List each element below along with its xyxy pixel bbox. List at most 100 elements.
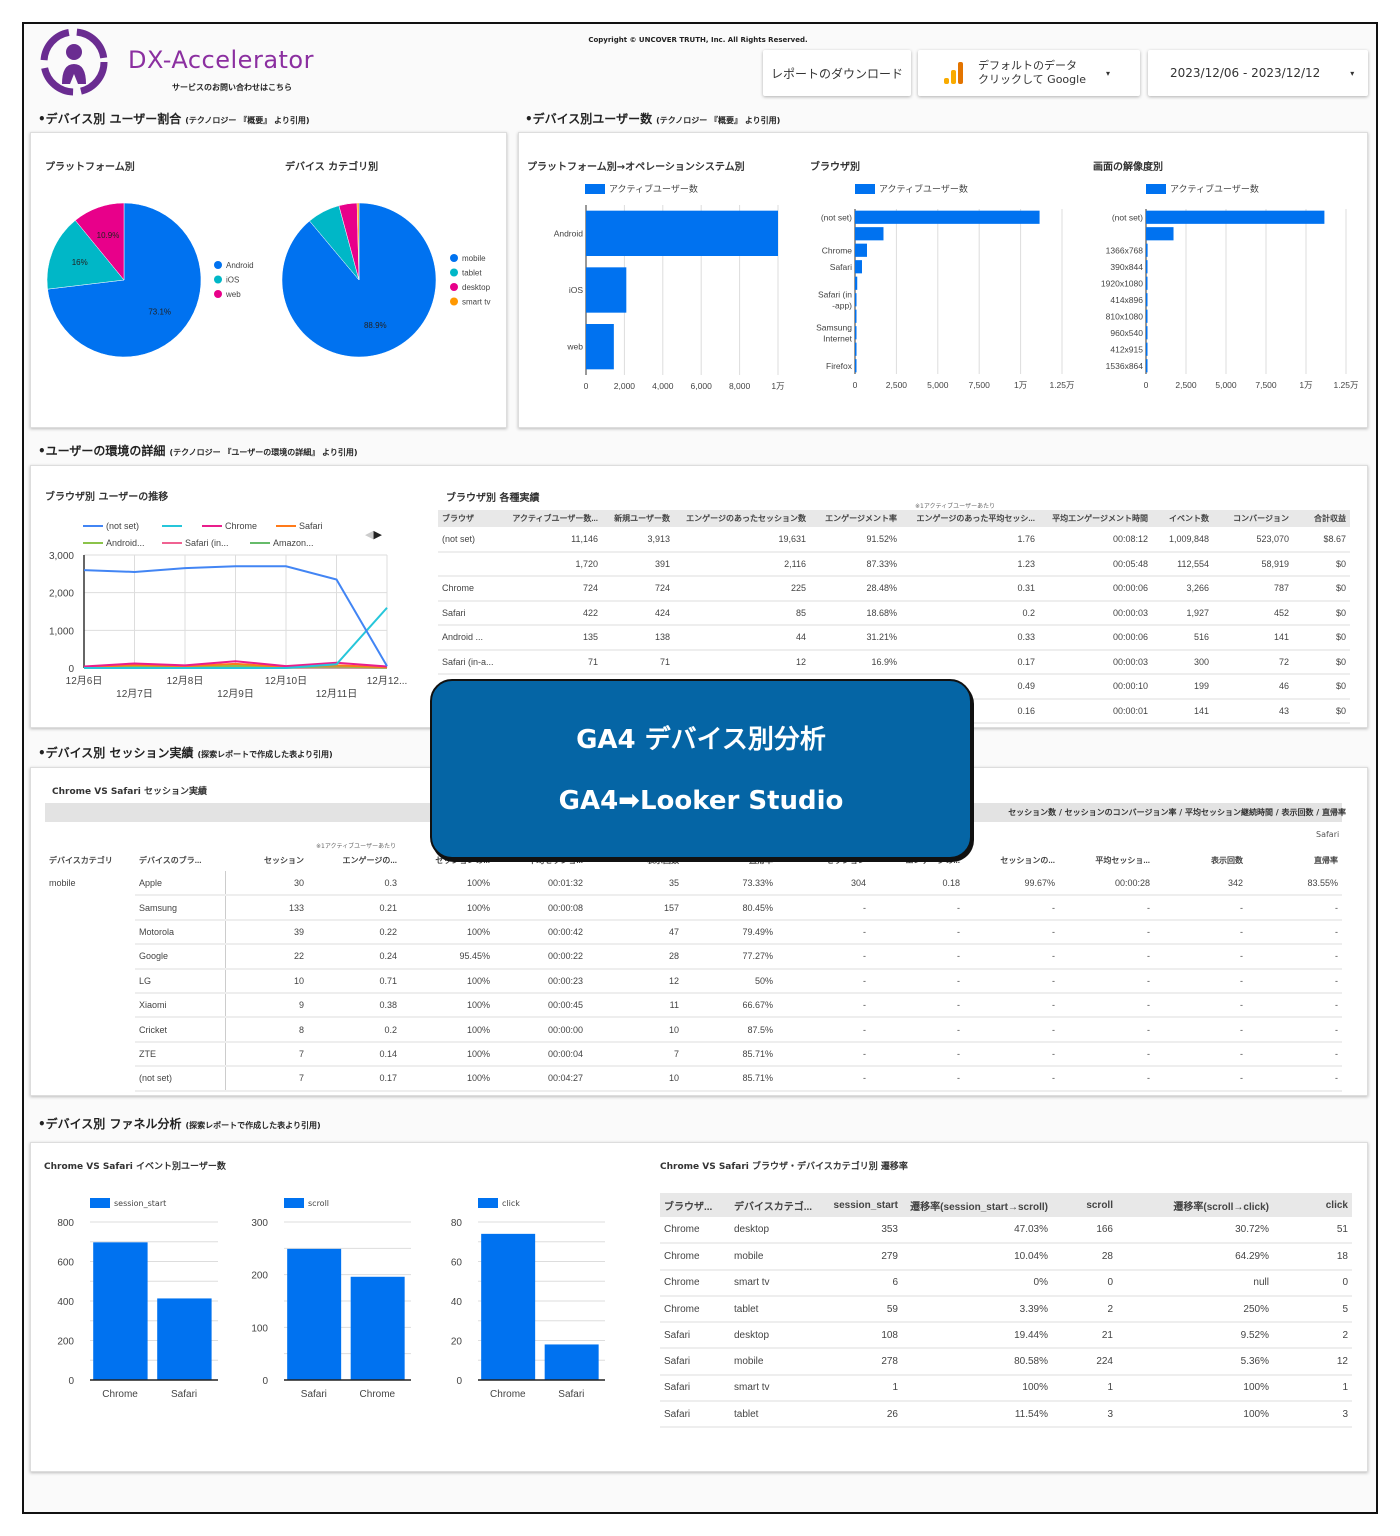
y-tick-label: 80: [451, 1218, 463, 1229]
table-row: Android ... 135 138 44 31.21% 0.33 00:00:06 516…: [438, 625, 1350, 651]
category-label: Safari: [830, 262, 852, 272]
column-header[interactable]: 平均セッショ...: [1095, 856, 1150, 865]
column-header[interactable]: click: [1325, 1199, 1348, 1211]
table-cell: 5.36%: [1117, 1348, 1273, 1376]
column-header[interactable]: セッション: [826, 856, 866, 865]
table-cell: 00:00:03: [1039, 600, 1152, 626]
next-page-icon[interactable]: ▶: [373, 528, 382, 541]
y-tick-label: 800: [57, 1218, 74, 1229]
column-header[interactable]: エンゲージの...: [342, 856, 397, 865]
category-label: Safari: [301, 1389, 327, 1400]
table-row: LG 10 0.71 100% 00:00:23 12 50% - - - - - -: [45, 968, 1342, 994]
column-header[interactable]: エンゲージのあったセッション数: [686, 514, 806, 523]
table-cell: 3,266: [1152, 576, 1213, 602]
date-range-picker[interactable]: 2023/12/06 - 2023/12/12 ▾: [1148, 50, 1368, 96]
table-cell: 28.48%: [810, 576, 901, 602]
table-cell: 0.2: [901, 600, 1039, 626]
table-cell: 12: [1273, 1348, 1352, 1376]
legend-label: desktop: [462, 283, 491, 292]
table-cell: -: [1154, 944, 1247, 970]
table-row: mobile Apple 30 0.3 100% 00:01:32 35 73.33% 304 0…: [45, 871, 1342, 897]
column-header[interactable]: 新規ユーザー数: [614, 514, 670, 523]
x-tick-label: 12月9日: [217, 688, 254, 700]
legend-label: web: [225, 290, 241, 299]
column-header[interactable]: ブラウザ: [442, 514, 474, 523]
column-header[interactable]: セッション: [264, 856, 304, 865]
column-header[interactable]: scroll: [1086, 1199, 1113, 1211]
column-header[interactable]: 直帰率: [749, 856, 773, 865]
tick-label: 8,000: [729, 381, 751, 391]
column-header[interactable]: エンゲージの...: [905, 856, 960, 865]
legend-pager[interactable]: ◀▶: [365, 528, 382, 541]
table-cell: 71: [500, 649, 602, 675]
table-cell: 10: [587, 1066, 683, 1092]
column-header[interactable]: 平均セッショ...: [528, 856, 583, 865]
column-header[interactable]: 平均エンゲージメント時間: [1052, 514, 1148, 523]
column-header[interactable]: セッションの...: [1000, 856, 1055, 865]
column-header[interactable]: デバイスカテゴリ: [49, 856, 113, 865]
column-header[interactable]: イベント数: [1169, 514, 1209, 523]
table-cell: 87.5%: [683, 1017, 777, 1043]
contact-link[interactable]: サービスのお問い合わせはこちら: [172, 83, 292, 92]
prev-page-icon[interactable]: ◀: [365, 528, 374, 541]
y-tick-label: 40: [451, 1297, 463, 1308]
column-header[interactable]: セッションの...: [435, 856, 490, 865]
column-header[interactable]: コンバージョン: [1233, 514, 1289, 523]
table-cell: 28: [1052, 1243, 1117, 1271]
category-label: (not set): [821, 212, 852, 222]
table-cell: -: [1154, 1041, 1247, 1068]
table-row: Chrome smart tv 6 0% 0 null 0: [660, 1269, 1352, 1297]
date-range: 2023/12/06 - 2023/12/12: [1170, 66, 1321, 80]
category-label: Safari (in: [818, 289, 852, 299]
download-report-button[interactable]: レポートのダウンロード: [763, 50, 911, 96]
y-tick-label: 300: [251, 1218, 268, 1229]
column-header[interactable]: デバイスカテゴ...: [734, 1201, 813, 1213]
table-cell: -: [777, 895, 870, 921]
table-cell: [45, 1066, 135, 1090]
column-header[interactable]: ブラウザ...: [664, 1201, 713, 1213]
table-cell: [45, 944, 135, 968]
table-cell: 0%: [902, 1269, 1052, 1297]
column-header[interactable]: 表示回数: [1211, 856, 1243, 865]
table-cell: 0: [1052, 1269, 1117, 1297]
category-label: Chrome: [360, 1389, 396, 1400]
column-header[interactable]: 遷移率(scroll→click): [1173, 1201, 1269, 1213]
x-tick-label: 12月7日: [116, 688, 153, 700]
category-label: Safari: [558, 1389, 584, 1400]
category-label: 1536x864: [1106, 361, 1144, 371]
bar: [157, 1298, 212, 1380]
table-cell: -: [1247, 1066, 1342, 1092]
table-cell: [45, 993, 135, 1017]
bar: [855, 210, 1040, 224]
chart-title: プラットフォーム別→オペレーションシステム別: [527, 162, 745, 173]
y-tick-label: 0: [456, 1376, 462, 1387]
brand-name: DX-Accelerator: [128, 46, 314, 74]
table-cell: -: [777, 992, 870, 1019]
bar: [855, 326, 857, 340]
table-cell: -: [1154, 1066, 1247, 1092]
table-cell: -: [1247, 944, 1342, 970]
legend-label: Safari (in...: [185, 538, 229, 548]
table-cell: 18: [1273, 1243, 1352, 1271]
column-header[interactable]: session_start: [833, 1199, 898, 1211]
table-cell: -: [1154, 992, 1247, 1019]
data-source-selector[interactable]: デフォルトのデータ クリックして Google ▾: [918, 50, 1140, 96]
column-header[interactable]: エンゲージのあった平均セッシ...: [916, 514, 1035, 523]
column-header[interactable]: 直帰率: [1314, 856, 1338, 865]
bar: [1146, 227, 1174, 241]
table-cell: 26: [815, 1401, 902, 1429]
column-header[interactable]: 表示回数: [647, 856, 679, 865]
column-header[interactable]: エンゲージメント率: [825, 514, 897, 523]
tick-label: 2,500: [886, 380, 908, 390]
column-header[interactable]: アクティブユーザー数...: [512, 514, 598, 523]
dx-accelerator-logo-icon[interactable]: [38, 26, 110, 98]
table-cell: 100%: [401, 895, 494, 921]
table-cell: 47.03%: [902, 1217, 1052, 1245]
table-cell: $0: [1293, 649, 1350, 675]
table-cell: 1.23: [901, 551, 1039, 577]
table-cell: Safari: [438, 600, 500, 626]
column-header[interactable]: 遷移率(session_start→scroll): [910, 1201, 1048, 1213]
column-header[interactable]: デバイスのブラ...: [139, 856, 202, 865]
table-cell: 0.31: [901, 576, 1039, 602]
column-header[interactable]: 合計収益: [1314, 514, 1346, 523]
